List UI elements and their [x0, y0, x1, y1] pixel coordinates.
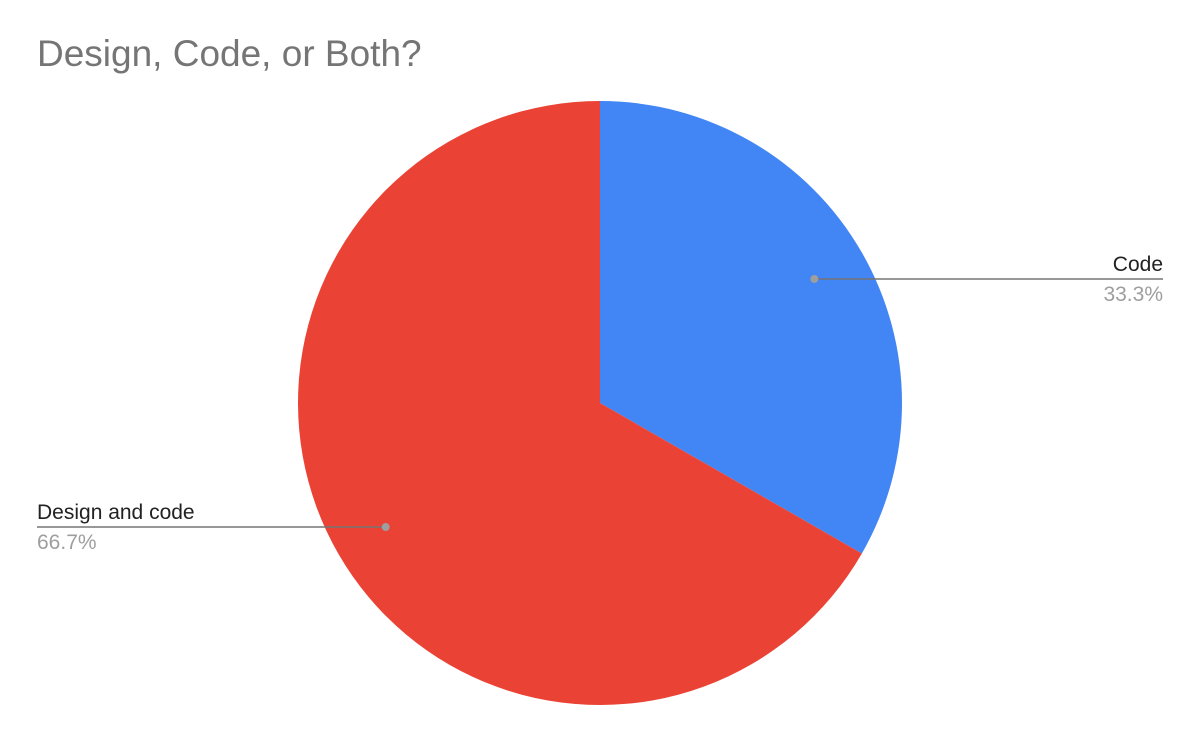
- pie-slice-code[interactable]: [600, 101, 903, 554]
- slice-label-design-and-code: Design and code: [37, 501, 195, 524]
- slice-percent-code: 33.3%: [1103, 283, 1163, 306]
- leader-dot-design-and-code: [381, 523, 390, 532]
- pie-slice-design-and-code[interactable]: [298, 101, 862, 705]
- slice-label-code: Code: [1113, 253, 1163, 276]
- chart-title: Design, Code, or Both?: [37, 33, 422, 74]
- leader-dot-code: [810, 274, 819, 283]
- slice-percent-design-and-code: 66.7%: [37, 531, 97, 554]
